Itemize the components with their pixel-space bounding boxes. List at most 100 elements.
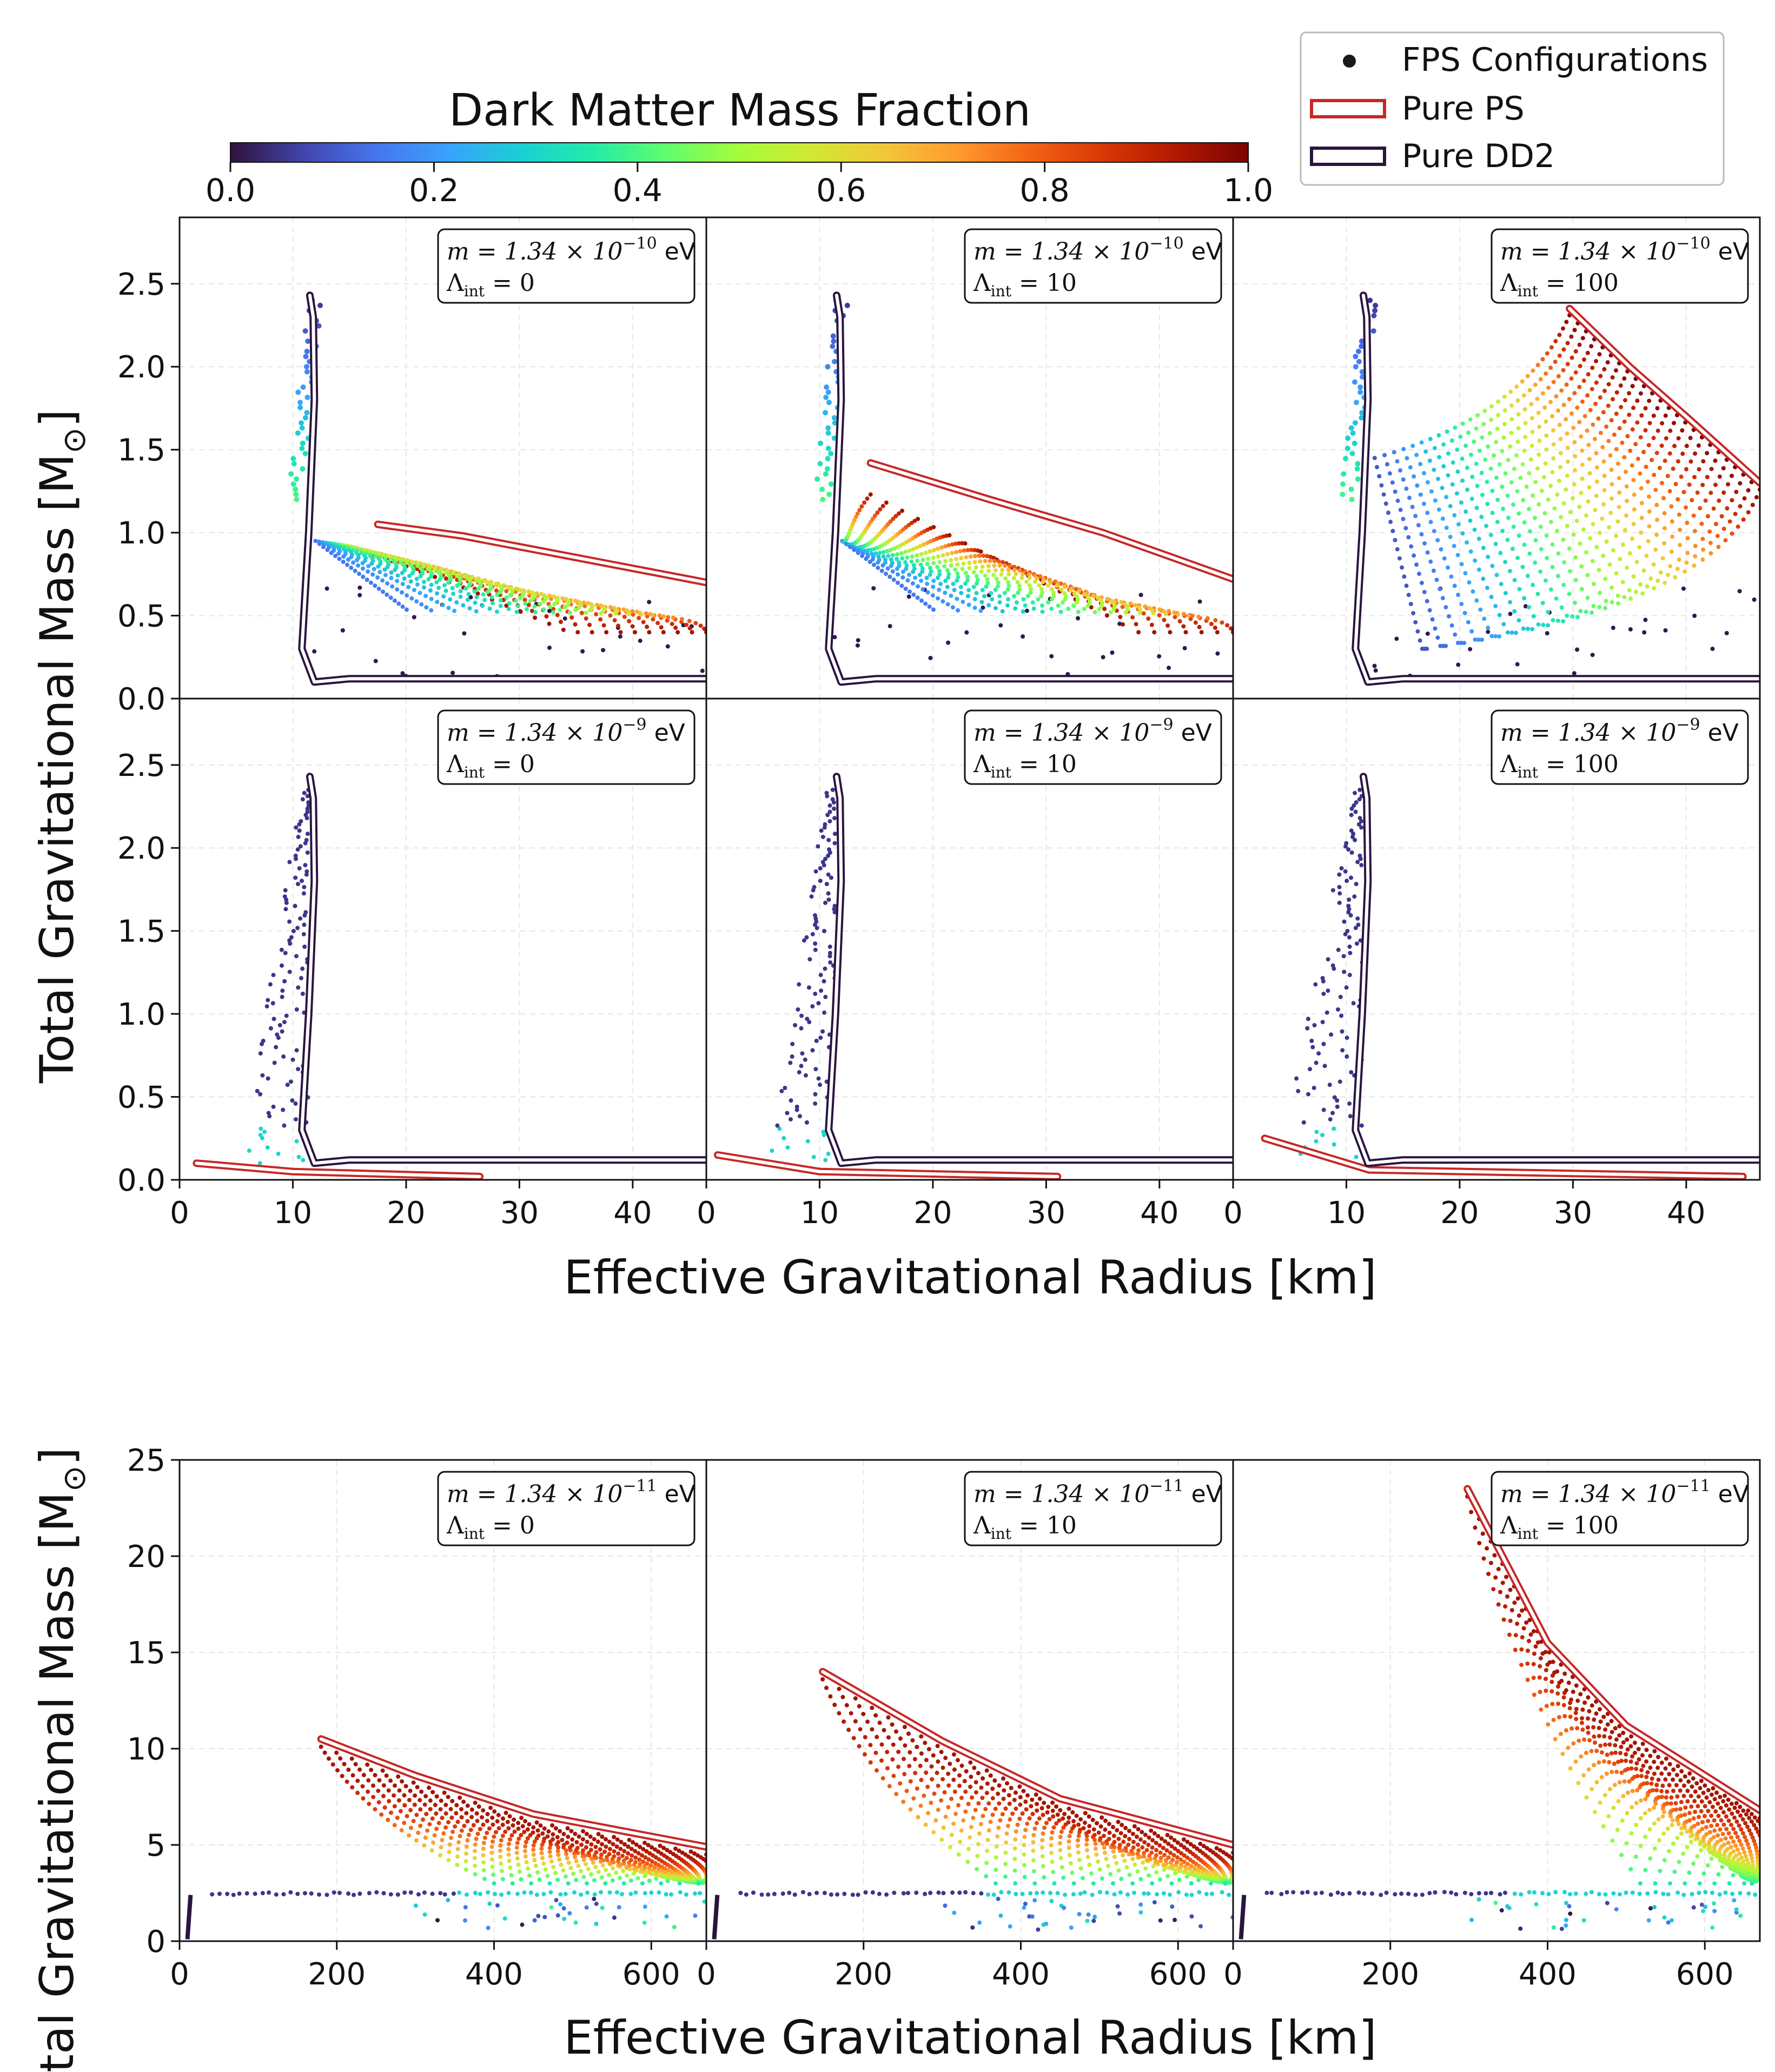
fps-point xyxy=(1735,1847,1740,1852)
fps-point xyxy=(1025,594,1030,599)
fps-point xyxy=(1538,1656,1543,1661)
fps-point xyxy=(1503,471,1508,476)
fps-point xyxy=(1625,499,1630,503)
fps-point xyxy=(619,1892,624,1897)
fps-point xyxy=(360,1784,365,1789)
fps-point xyxy=(1662,511,1667,516)
fps-point xyxy=(473,1842,478,1847)
fps-point xyxy=(1115,1828,1120,1832)
fps-point xyxy=(1173,1846,1177,1851)
fps-point xyxy=(1324,1010,1329,1015)
fps-point xyxy=(937,572,942,577)
fps-point xyxy=(423,594,428,599)
fps-point xyxy=(926,1746,931,1751)
fps-point xyxy=(531,1825,536,1830)
fps-point xyxy=(1521,626,1526,631)
fps-point xyxy=(669,1892,674,1897)
fps-point xyxy=(294,496,300,502)
fps-point xyxy=(1552,506,1557,511)
fps-point xyxy=(641,620,646,625)
fps-point xyxy=(581,1829,586,1834)
fps-point xyxy=(334,1750,339,1755)
fps-point xyxy=(598,617,603,622)
dd2-band xyxy=(825,291,1233,686)
fps-point xyxy=(1614,390,1619,395)
fps-point xyxy=(482,597,487,602)
annotation-frame xyxy=(437,228,696,304)
fps-point xyxy=(1477,448,1482,453)
fps-point xyxy=(1042,1801,1047,1805)
fps-point xyxy=(907,1764,912,1769)
fps-point xyxy=(725,1867,729,1871)
fps-point xyxy=(1607,1759,1612,1764)
fps-point xyxy=(805,1017,810,1021)
fps-point xyxy=(1748,1852,1753,1857)
fps-point xyxy=(1488,1560,1493,1565)
fps-point xyxy=(1026,572,1031,577)
fps-point xyxy=(1463,443,1468,448)
fps-point xyxy=(438,1891,443,1896)
fps-point xyxy=(411,1780,416,1785)
fps-point xyxy=(1627,551,1632,556)
fps-point xyxy=(971,570,976,575)
fps-point xyxy=(655,621,660,626)
fps-point xyxy=(933,1818,938,1823)
fps-point xyxy=(1351,1001,1356,1006)
fps-point xyxy=(637,1857,642,1862)
fps-point xyxy=(435,591,440,596)
fps-point xyxy=(584,1845,588,1850)
fps-point xyxy=(1091,593,1096,598)
fps-point xyxy=(656,1863,661,1868)
fps-point xyxy=(305,809,310,814)
fps-point xyxy=(647,1878,652,1883)
fps-point xyxy=(1087,1824,1092,1829)
fps-point xyxy=(1020,572,1025,576)
fps-point xyxy=(373,583,377,588)
fps-point xyxy=(1680,451,1685,456)
fps-point xyxy=(1455,469,1460,474)
fps-point xyxy=(302,328,308,334)
fps-point xyxy=(1028,590,1033,595)
fps-point xyxy=(371,1795,376,1799)
fps-point xyxy=(693,1913,698,1918)
fps-point xyxy=(696,1881,701,1886)
fps-point xyxy=(1527,388,1532,393)
fps-point xyxy=(1598,395,1602,400)
fps-point xyxy=(684,622,689,627)
fps-point xyxy=(514,1845,519,1850)
fps-point xyxy=(1580,1707,1585,1712)
fps-point xyxy=(496,1812,501,1817)
fps-point xyxy=(1025,1821,1030,1826)
fps-point xyxy=(1097,1890,1102,1895)
fps-point xyxy=(1488,466,1493,471)
fps-point xyxy=(1349,813,1354,818)
fps-point xyxy=(1069,1925,1074,1930)
fps-point xyxy=(1643,1811,1648,1816)
top-xlabel: Effective Gravitational Radius [km] xyxy=(564,1251,1377,1305)
fps-point xyxy=(492,1834,496,1839)
fps-point xyxy=(601,623,606,628)
fps-point xyxy=(1355,348,1361,354)
fps-point xyxy=(993,1807,998,1811)
colorbar-ticks: 0.0 0.2 0.4 0.6 0.8 1.0 xyxy=(206,162,1273,209)
fps-point xyxy=(1607,562,1612,567)
fps-point xyxy=(395,587,400,592)
fps-point xyxy=(515,1841,520,1845)
fps-point xyxy=(1721,1822,1726,1827)
fps-point xyxy=(531,1852,536,1857)
fps-point xyxy=(1422,501,1427,506)
fps-point xyxy=(1348,913,1353,918)
fps-point xyxy=(1541,622,1546,627)
fps-point xyxy=(1301,1120,1306,1125)
fps-point xyxy=(1523,421,1528,426)
fps-point xyxy=(1357,389,1363,395)
fps-point xyxy=(1590,366,1595,370)
fps-point xyxy=(616,1851,621,1856)
fps-point xyxy=(1731,1849,1736,1854)
fps-point xyxy=(1545,631,1549,636)
fps-point xyxy=(1555,492,1560,497)
annotation-lambda-subscript: int xyxy=(464,282,485,300)
fps-point xyxy=(277,1022,282,1027)
fps-point xyxy=(1179,1851,1184,1856)
fps-point xyxy=(593,1844,598,1849)
